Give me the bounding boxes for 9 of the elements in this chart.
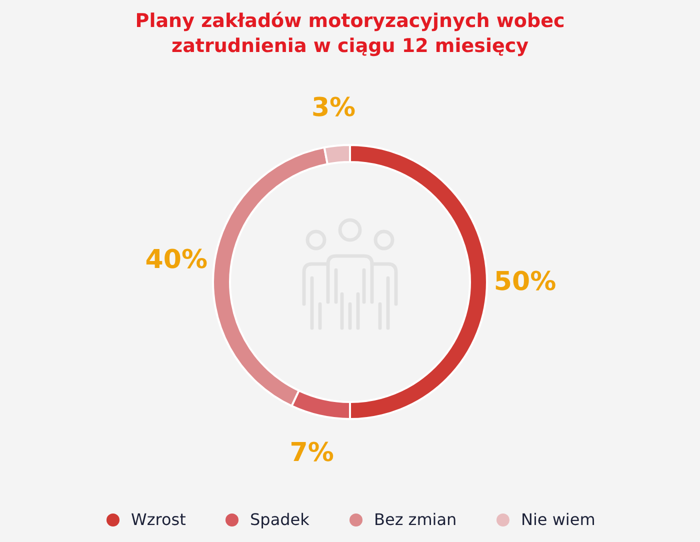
legend-label: Wzrost [131, 510, 186, 529]
chart-title: Plany zakładów motoryzacyjnych wobec zatrudnienia w ciągu 12 miesięcy [135, 10, 565, 57]
legend-label: Bez zmian [374, 510, 457, 529]
legend-label: Nie wiem [521, 510, 596, 529]
data-label: 40% [145, 245, 208, 276]
legend-label: Spadek [250, 510, 310, 529]
data-label: 3% [311, 92, 356, 123]
data-label: 7% [290, 438, 334, 468]
data-label: 50% [494, 267, 556, 297]
